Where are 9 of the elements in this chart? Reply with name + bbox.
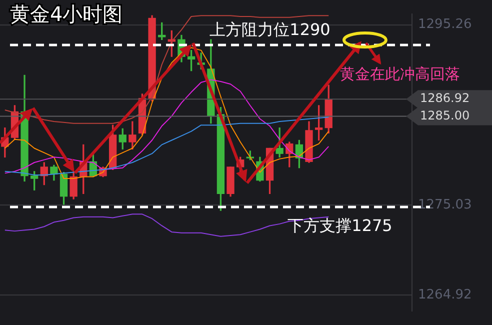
chart-title: 黄金4小时图	[10, 2, 123, 26]
ref-line-label: 1286.92	[420, 91, 470, 106]
annotation: 黄金在此冲高回落	[340, 64, 460, 83]
ref-line-label: 1285.00	[420, 108, 470, 122]
y-tick-label: 1264.92	[418, 287, 472, 302]
ref-line-label: 上方阻力位1290	[210, 20, 330, 40]
y-tick-label: 1295.26	[418, 17, 472, 32]
ref-line-label: 下方支撑1275	[288, 216, 392, 236]
y-tick-label: 1275.03	[418, 197, 472, 212]
